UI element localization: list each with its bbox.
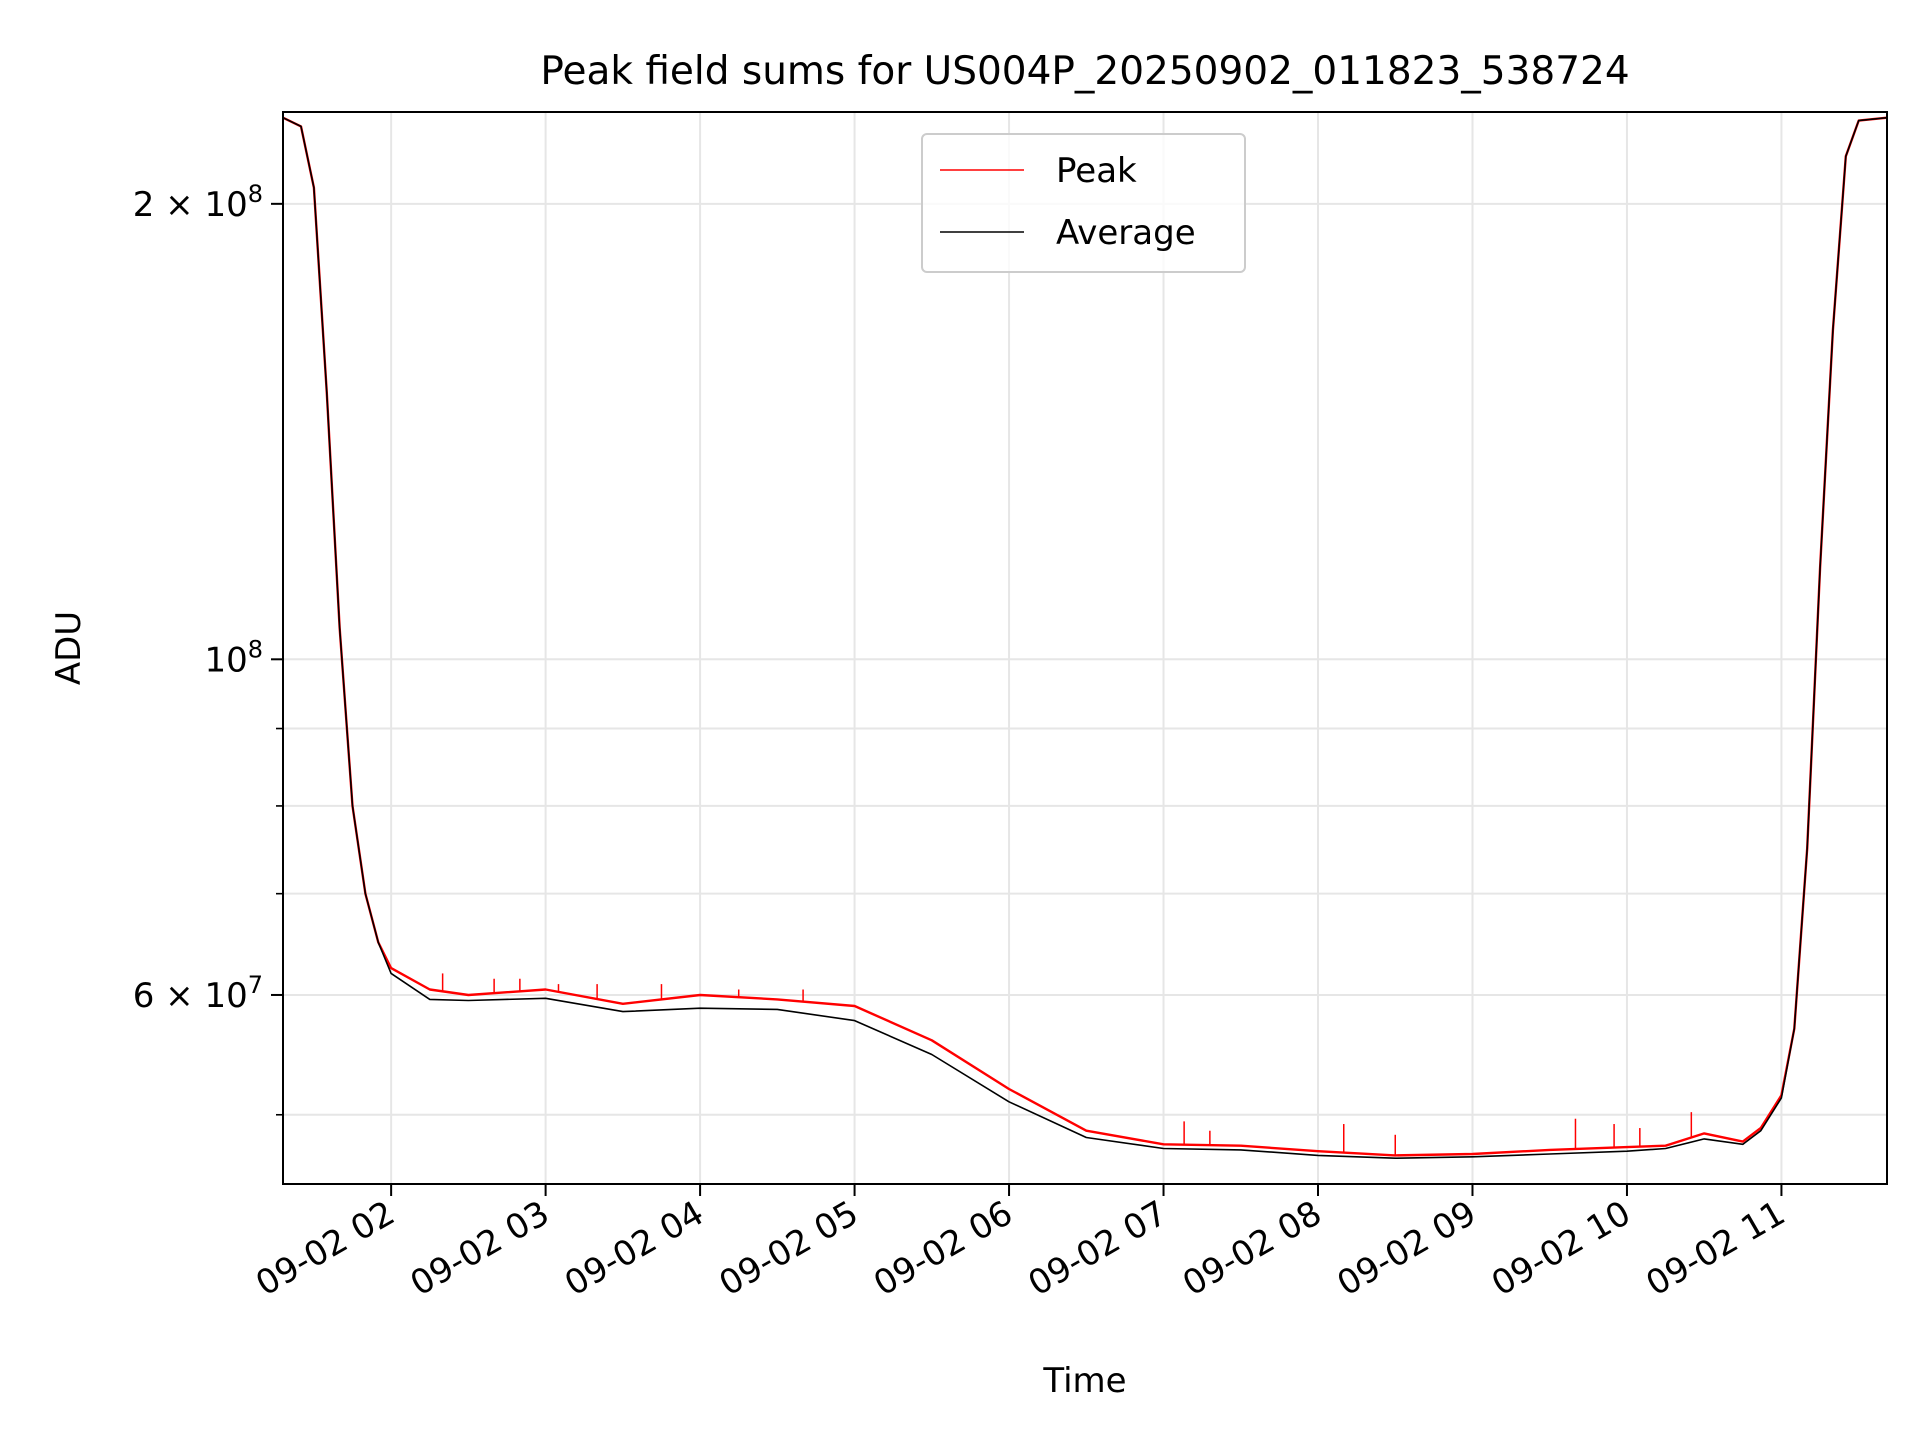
series-line-peak [282,116,1888,1157]
x-ticks: 09-02 02 09-02 03 09-02 04 09-02 05 09-02 06… [249,1184,1792,1304]
plot-frame [282,111,1888,1185]
y-axis-label: ADU [49,611,89,685]
y-minor-ticks [276,727,283,1116]
legend-box [921,133,1246,273]
chart-title: Peak field sums for US004P_20250902_0118… [540,49,1629,94]
y-tick-label: 108 [204,635,263,680]
x-tick-label: 09-02 06 [867,1193,1019,1304]
x-tick-label: 09-02 03 [404,1193,556,1304]
legend-label-peak: Peak [1056,151,1137,191]
y-tick-label: 2 × 108 [133,180,263,225]
grid-lines [283,112,1887,1184]
x-tick-label: 09-02 11 [1640,1193,1792,1304]
x-tick-label: 09-02 05 [713,1193,865,1304]
x-tick-label: 09-02 10 [1485,1193,1637,1304]
series-lines [282,116,1888,1159]
x-tick-label: 09-02 09 [1331,1193,1483,1304]
y-ticks: 6 × 107 108 2 × 108 [133,180,283,1016]
x-tick-label: 09-02 07 [1022,1193,1174,1304]
x-tick-label: 09-02 04 [558,1193,710,1304]
x-tick-label: 09-02 08 [1176,1193,1328,1304]
x-tick-label: 09-02 02 [249,1193,401,1304]
legend-label-average: Average [1056,213,1196,253]
series-line-average [282,116,1888,1159]
x-axis-label: Time [1042,1361,1126,1401]
y-tick-label: 6 × 107 [133,971,263,1016]
legend: Peak Average [921,133,1246,273]
